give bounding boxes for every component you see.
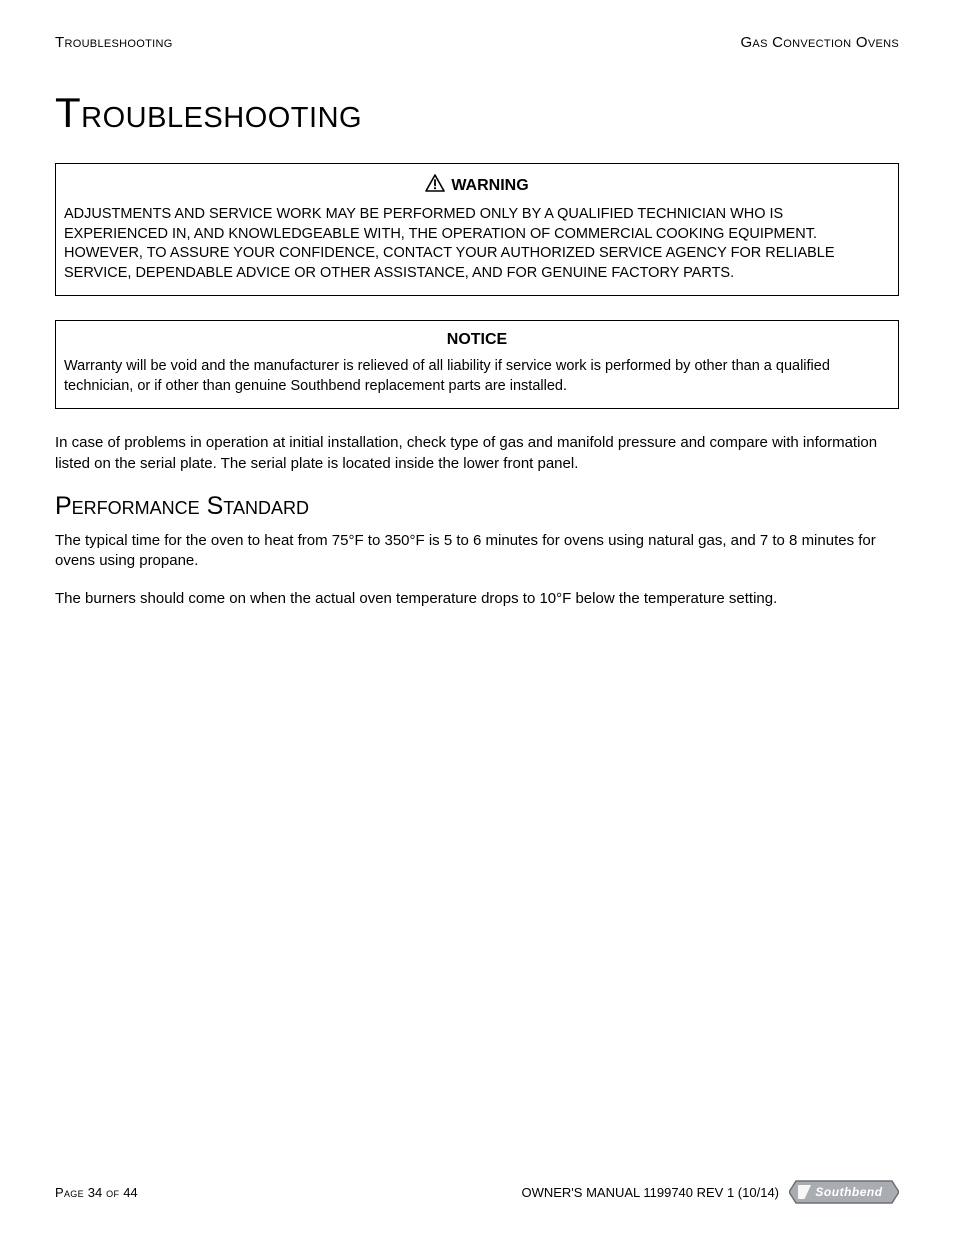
notice-header: NOTICE: [64, 331, 890, 349]
page-title: Troubleshooting: [55, 89, 899, 137]
header-left: Troubleshooting: [55, 34, 173, 51]
page: Troubleshooting Gas Convection Ovens Tro…: [0, 0, 954, 1235]
header-right: Gas Convection Ovens: [740, 34, 899, 51]
section-p2: The burners should come on when the actu…: [55, 589, 899, 609]
page-of: of: [102, 1185, 123, 1200]
footer-page-number: Page 34 of 44: [55, 1185, 138, 1200]
manual-id: OWNER'S MANUAL 1199740 REV 1 (10/14): [521, 1185, 779, 1200]
page-total: 44: [123, 1185, 137, 1200]
section-p1: The typical time for the oven to heat fr…: [55, 531, 899, 572]
running-header: Troubleshooting Gas Convection Ovens: [55, 34, 899, 51]
notice-body: Warranty will be void and the manufactur…: [64, 357, 890, 396]
warning-box: WARNING ADJUSTMENTS AND SERVICE WORK MAY…: [55, 163, 899, 296]
section-heading: Performance Standard: [55, 492, 899, 521]
page-footer: Page 34 of 44 OWNER'S MANUAL 1199740 REV…: [55, 1179, 899, 1205]
intro-paragraph: In case of problems in operation at init…: [55, 433, 899, 474]
warning-label: WARNING: [451, 177, 528, 195]
notice-box: NOTICE Warranty will be void and the man…: [55, 320, 899, 409]
notice-label: NOTICE: [447, 331, 507, 349]
page-prefix: Page: [55, 1185, 88, 1200]
southbend-logo: Southbend: [789, 1179, 899, 1205]
logo-text: Southbend: [815, 1185, 882, 1199]
page-current: 34: [88, 1185, 102, 1200]
footer-right: OWNER'S MANUAL 1199740 REV 1 (10/14) Sou…: [521, 1179, 899, 1205]
warning-triangle-icon: [425, 174, 445, 197]
warning-header: WARNING: [64, 174, 890, 197]
warning-body: ADJUSTMENTS AND SERVICE WORK MAY BE PERF…: [64, 205, 890, 283]
